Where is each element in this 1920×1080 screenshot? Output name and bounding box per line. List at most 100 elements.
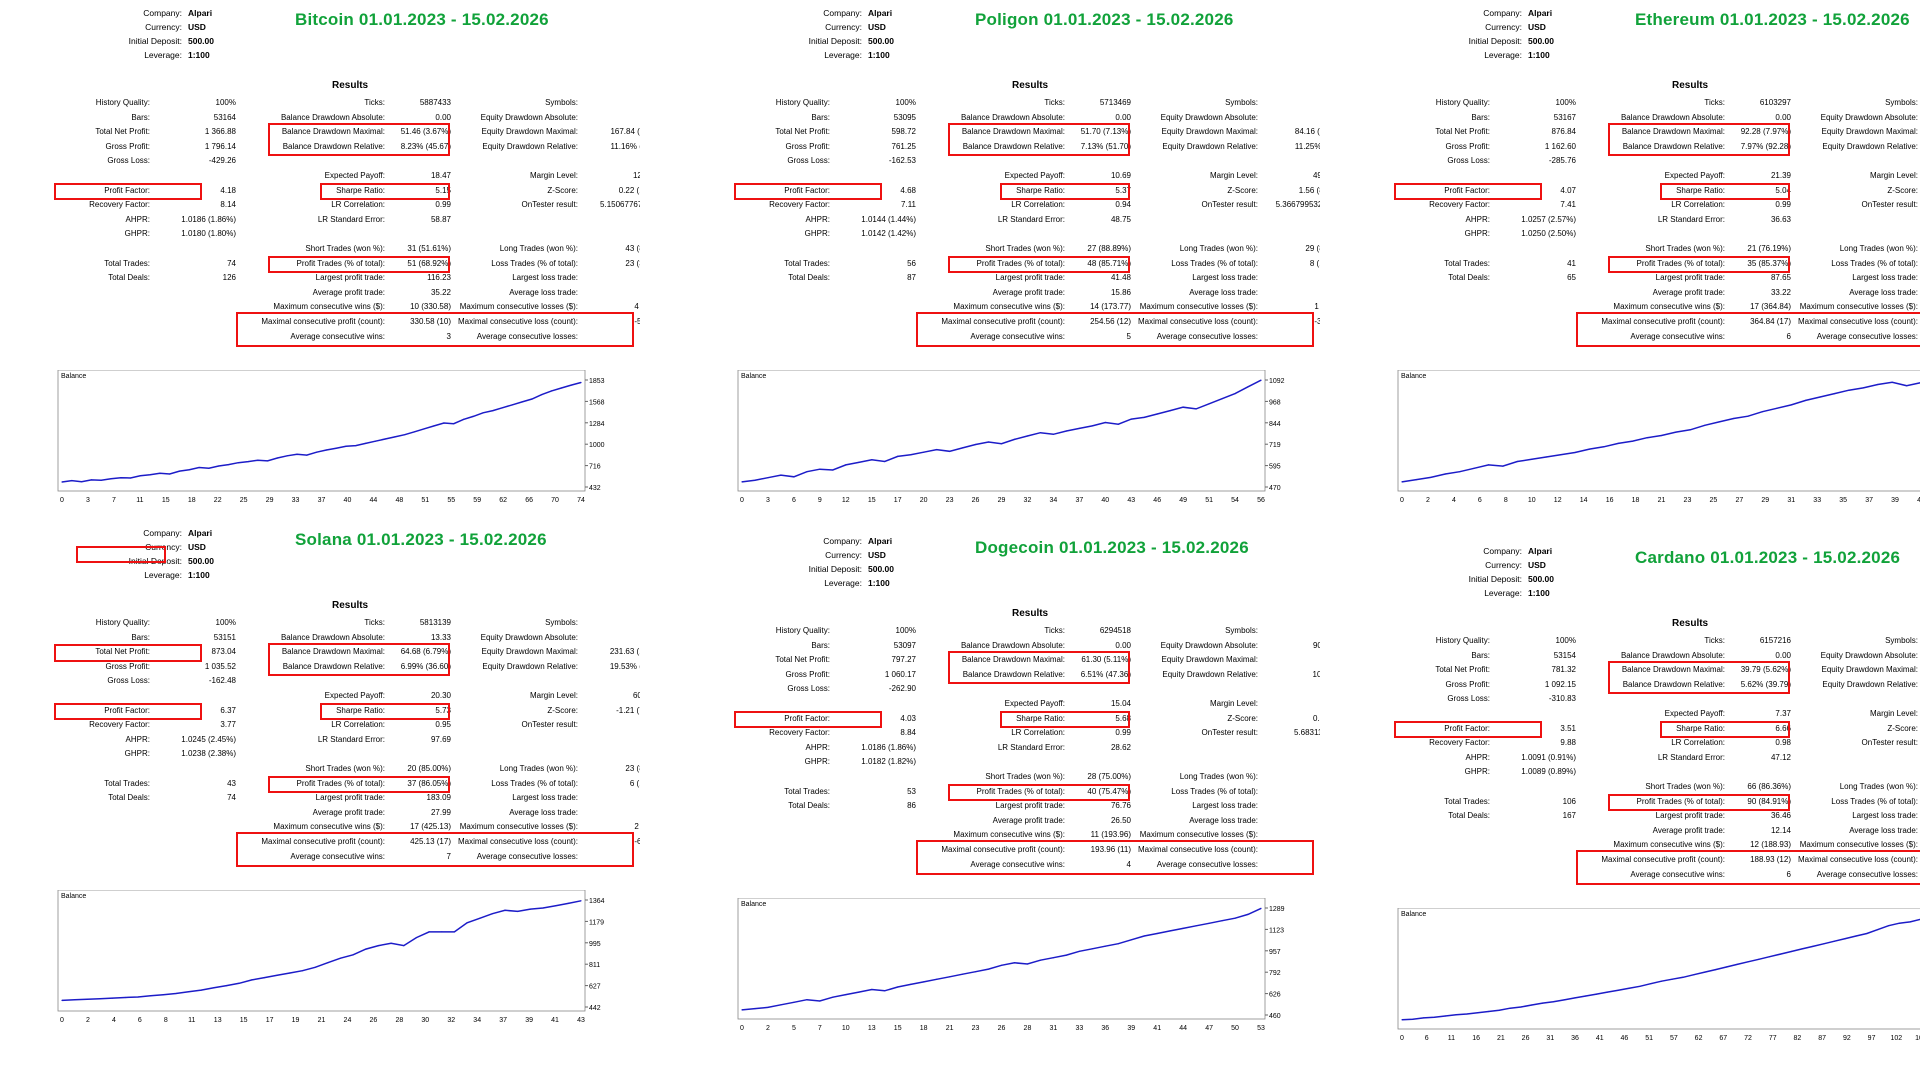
stat-row: AHPR: 1.0257 (2.57%) <box>1400 213 1576 228</box>
x-tick-label: 51 <box>421 497 429 504</box>
stats-column: Ticks: 5813139 Balance Drawdown Absolute: 1… <box>245 616 451 864</box>
balance-point <box>521 401 523 403</box>
stat-label <box>1788 227 1920 242</box>
stat-label <box>740 770 836 785</box>
highlight-box-profit-trades <box>1608 793 1790 812</box>
account-info: Company: Alpari Currency: USD Initial Deposi… <box>770 534 923 590</box>
x-tick-label: 28 <box>395 1017 403 1024</box>
stat-label: Equity Drawdown Relative: <box>1822 679 1918 689</box>
balance-point <box>162 994 164 996</box>
stat-row: Short Trades (won %): 20 (85.00%) <box>245 762 451 777</box>
info-row: Leverage: 1:100 <box>770 576 923 590</box>
stat-value: -162.48 <box>208 676 236 686</box>
stat-value: 1 366.88 <box>204 127 236 137</box>
stat-row: LR Standard Error: 97.69 <box>245 733 451 748</box>
x-tick-label: 40 <box>344 497 352 504</box>
info-value: Alpari <box>188 8 213 18</box>
stat-label: Maximal consecutive profit (count): <box>1601 316 1725 326</box>
stat-value: -27.08 <box>584 806 640 821</box>
stat-row <box>448 674 640 689</box>
stat-label: Equity Drawdown Absolute: <box>480 632 578 642</box>
stat-label: LR Correlation: <box>1011 200 1065 210</box>
balance-point <box>1747 415 1749 417</box>
balance-point <box>1117 943 1119 945</box>
info-row: Company: Alpari <box>90 526 243 540</box>
x-tick-label: 13 <box>214 1017 222 1024</box>
stat-row: Equity Drawdown Relative: 10.90% (8 <box>1128 668 1320 683</box>
report-panel: Company: Alpari Currency: USD Initial Deposi… <box>0 520 640 1060</box>
stat-value: 90.14 (7.5 <box>1312 640 1320 650</box>
stat-value: 781.32 <box>1551 665 1576 675</box>
stat-label <box>448 154 584 169</box>
stat-value: 20 (85.00%) <box>407 763 451 773</box>
stat-row <box>60 689 236 704</box>
stat-row: LR Correlation: 0.99 <box>1585 198 1791 213</box>
info-value: 1:100 <box>868 50 890 60</box>
balance-point <box>1000 964 1003 966</box>
balance-point <box>415 937 417 939</box>
info-row: Currency: USD <box>770 20 923 34</box>
stat-label: Total Net Profit: <box>775 655 830 665</box>
stat-value: 1.0142 (1.42%) <box>861 229 916 239</box>
stat-label: Total Trades: <box>1444 258 1490 268</box>
x-tick-label: 106 <box>1915 1035 1920 1042</box>
stat-row: Profit Trades (% of total): 40 (75.47%) <box>925 785 1131 800</box>
x-tick-label: 29 <box>998 497 1006 504</box>
stat-value: 86 <box>907 801 916 811</box>
stat-value <box>836 770 916 785</box>
y-tick-label: 792 <box>1269 970 1281 977</box>
stat-label: Average loss trade: <box>1849 287 1918 297</box>
stat-label: LR Correlation: <box>1671 200 1725 210</box>
stat-value: 1.0144 (1.44%) <box>861 214 916 224</box>
stat-row: Total Net Profit: 1 366.88 <box>60 125 236 140</box>
x-tick-label: 0 <box>60 1017 64 1024</box>
stat-row: Equity Drawdown Maximal: 167.84 (11.16%) <box>448 125 640 140</box>
balance-point <box>1156 932 1158 935</box>
chart-frame <box>1397 370 1920 492</box>
x-tick-label: 33 <box>292 497 300 504</box>
x-tick-label: 50 <box>1231 1025 1239 1032</box>
balance-point <box>289 972 291 974</box>
stat-value: 6053.56% <box>632 690 640 700</box>
balance-point <box>542 907 544 909</box>
stat-row <box>925 755 1131 770</box>
stat-row: OnTester result: 5.366799532998221 <box>1128 198 1320 213</box>
stat-value: 6294518 <box>1099 626 1131 635</box>
stat-row: LR Standard Error: 36.63 <box>1585 213 1791 228</box>
stat-label: GHPR: <box>1464 767 1490 777</box>
stat-label <box>1128 682 1264 697</box>
x-tick-label: 37 <box>1075 497 1083 504</box>
info-label: Currency: <box>1485 22 1522 32</box>
stat-value: 3 <box>446 331 451 341</box>
account-info: Company: Alpari Currency: USD Initial Deposi… <box>770 6 923 62</box>
report-panel: Company: Alpari Currency: USD Initial Deposi… <box>680 528 1320 1068</box>
stat-label: Z-Score: <box>547 705 578 715</box>
stat-row: Balance Drawdown Maximal: 64.68 (6.79%) <box>245 645 451 660</box>
stat-row: Gross Profit: 761.25 <box>740 140 916 155</box>
stat-value: 100% <box>1555 636 1576 645</box>
stat-row <box>1400 780 1576 795</box>
stat-row: Maximal consecutive profit (count): 330.5… <box>245 315 451 330</box>
stat-label: Expected Payoff: <box>324 690 385 700</box>
stat-value: 25 (76.0 <box>1264 770 1321 785</box>
stat-label: Equity Drawdown Maximal: <box>1821 127 1918 137</box>
y-tick-label: 995 <box>589 941 601 948</box>
stat-row: Ticks: 6157216 <box>1585 634 1791 649</box>
balance-point <box>1675 431 1677 433</box>
stat-value: 6 (13.95%) <box>629 778 640 788</box>
balance-point <box>100 479 102 481</box>
x-tick-label: 5 <box>792 1025 796 1032</box>
stat-label: Loss Trades (% of total): <box>1171 258 1258 268</box>
stat-row: Symbols: 1 <box>1128 96 1320 111</box>
info-value: 500.00 <box>1528 574 1554 584</box>
stat-value: -31.75 <box>584 271 640 286</box>
stat-value: 0.98 <box>1775 738 1791 748</box>
x-tick-label: 39 <box>1127 1025 1135 1032</box>
report-title: Ethereum 01.01.2023 - 15.02.2026 <box>1635 10 1910 29</box>
stat-row: Balance Drawdown Absolute: 0.00 <box>925 111 1131 126</box>
x-tick-label: 34 <box>473 1017 481 1024</box>
stat-label: Sharpe Ratio: <box>1676 185 1725 195</box>
x-tick-label: 34 <box>1050 497 1058 504</box>
stat-value: 51.46 (3.67%) <box>400 127 451 137</box>
stat-label: AHPR: <box>805 214 830 224</box>
